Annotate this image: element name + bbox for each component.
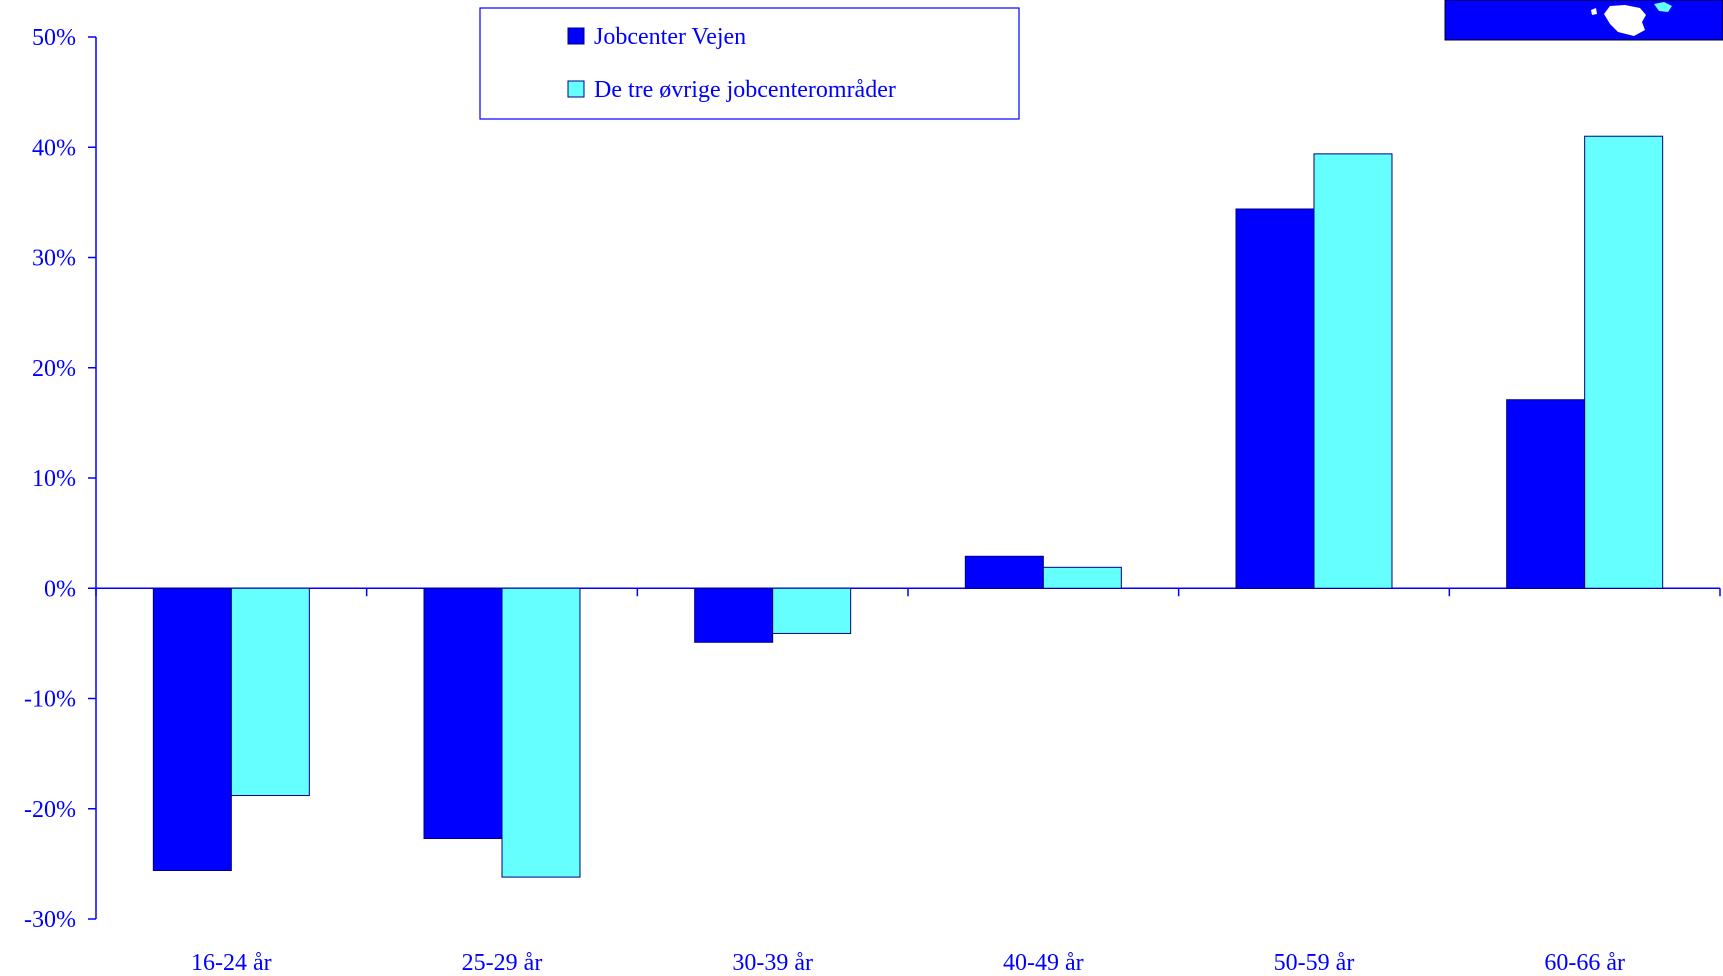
logo-map-island <box>1591 8 1597 15</box>
legend-swatch-de-tre-ovrige <box>567 80 585 98</box>
bar-de-tre-ovrige <box>772 587 852 634</box>
bars <box>152 135 1664 878</box>
axes <box>95 37 1720 919</box>
x-tick-label: 60-66 år <box>1544 950 1625 976</box>
logo-map-accent <box>1654 2 1672 12</box>
legend-box <box>479 7 1020 120</box>
bar-jobcenter-vejen <box>964 555 1044 589</box>
legend-label-de-tre-ovrige: De tre øvrige jobcenterområder <box>594 77 896 103</box>
y-tick-label: 50% <box>32 25 76 51</box>
bar-jobcenter-vejen <box>1506 399 1586 589</box>
x-tick-label: 50-59 år <box>1274 950 1355 976</box>
bar-jobcenter-vejen <box>1235 208 1315 589</box>
legend-swatch-jobcenter-vejen <box>567 27 585 45</box>
y-tick-label: -20% <box>24 797 76 823</box>
y-tick-label: 10% <box>32 466 76 492</box>
x-tick-label: 40-49 år <box>1003 950 1084 976</box>
bar-de-tre-ovrige <box>1313 153 1393 589</box>
x-tick-label: 30-39 år <box>732 950 813 976</box>
legend: Jobcenter Vejen De tre øvrige jobcentero… <box>479 7 1020 120</box>
logo-map-shape <box>1604 5 1646 36</box>
logo-map-icon <box>1444 0 1723 41</box>
x-tick-label: 16-24 år <box>191 950 272 976</box>
y-tick-label: 40% <box>32 135 76 161</box>
y-axis-ticks: 50% 40% 30% 20% 10% 0% -10% -20% -30% <box>24 25 96 933</box>
y-tick-label: -30% <box>24 907 76 933</box>
bar-jobcenter-vejen <box>152 587 232 871</box>
y-tick-label: 20% <box>32 356 76 382</box>
logo-background <box>1444 0 1723 41</box>
bar-de-tre-ovrige <box>501 587 581 878</box>
y-tick-label: -10% <box>24 687 76 713</box>
y-tick-label: 30% <box>32 246 76 272</box>
bar-de-tre-ovrige <box>1042 566 1122 589</box>
x-tick-label: 25-29 år <box>462 950 543 976</box>
x-axis-ticks: 16-24 år 25-29 år 30-39 år 40-49 år 50-59 år… <box>95 588 1721 976</box>
bar-jobcenter-vejen <box>423 587 503 840</box>
bar-de-tre-ovrige <box>1584 135 1664 589</box>
y-tick-label: 0% <box>44 576 76 602</box>
legend-label-jobcenter-vejen: Jobcenter Vejen <box>594 24 746 50</box>
bar-de-tre-ovrige <box>230 587 310 797</box>
bar-jobcenter-vejen <box>694 587 774 643</box>
